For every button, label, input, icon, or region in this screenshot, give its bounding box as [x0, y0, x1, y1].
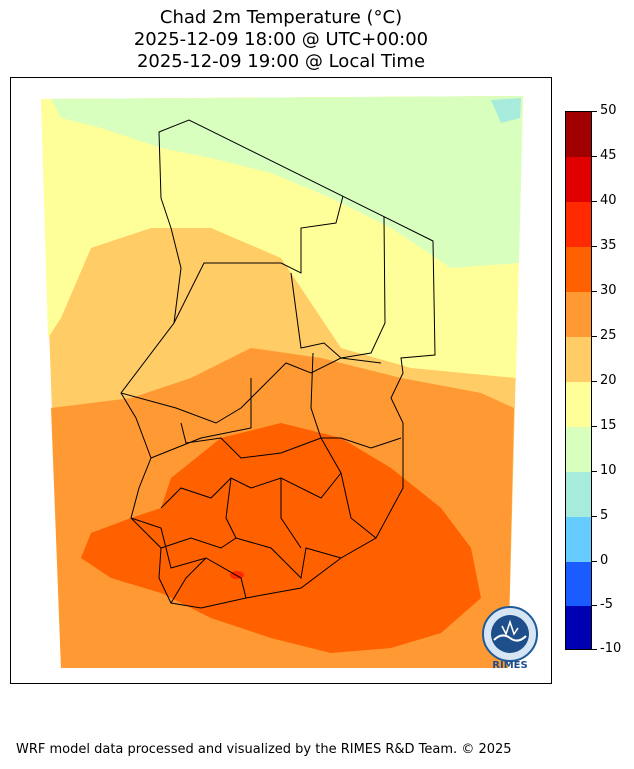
colorbar-label: 5 — [600, 508, 609, 523]
colorbar-segment-20-25 — [566, 337, 591, 382]
footer-credit: WRF model data processed and visualized … — [16, 742, 512, 757]
title-line-local-time: 2025-12-09 19:00 @ Local Time — [136, 51, 426, 72]
colorbar-label: 45 — [600, 148, 617, 163]
region-border-southwest — [130, 517, 247, 604]
colorbar-tick — [592, 246, 597, 247]
colorbar-tick — [592, 561, 597, 562]
colorbar-label: 20 — [600, 373, 617, 388]
temp-band-35-40 — [230, 571, 244, 579]
colorbar-tick — [592, 471, 597, 472]
colorbar-tick — [592, 426, 597, 427]
region-border-middle — [160, 422, 342, 509]
region-border-central — [120, 357, 382, 424]
colorbar-tick — [592, 381, 597, 382]
colorbar-segment-10-15 — [566, 427, 591, 472]
region-border-south-1 — [160, 537, 342, 580]
colorbar-label: 25 — [600, 328, 617, 343]
temp-band-30-35 — [81, 423, 481, 653]
colorbar-segment-5-10 — [566, 472, 591, 517]
colorbar-label: 40 — [600, 193, 617, 208]
colorbar-tick — [592, 291, 597, 292]
colorbar-segment-0-5 — [566, 517, 591, 562]
colorbar-tick — [592, 156, 597, 157]
region-border-north — [173, 195, 344, 324]
rimes-logo-text: RIMES — [492, 660, 527, 671]
colorbar-segment-35-40 — [566, 202, 591, 247]
colorbar-label: 10 — [600, 463, 617, 478]
temp-band-10-15 — [51, 96, 523, 268]
colorbar-segment-15-20 — [566, 382, 591, 427]
colorbar-tick — [592, 516, 597, 517]
temperature-map — [41, 96, 523, 668]
temp-band-5-10 — [491, 98, 521, 123]
colorbar-tick — [592, 336, 597, 337]
colorbar — [565, 111, 592, 650]
colorbar-segment-40-45 — [566, 157, 591, 202]
colorbar-segment-30-35 — [566, 247, 591, 292]
title-line-variable: Chad 2m Temperature (°C) — [159, 7, 403, 28]
region-border-west — [150, 378, 252, 459]
colorbar-label: -10 — [600, 641, 622, 656]
colorbar-label: 30 — [600, 283, 617, 298]
colorbar-segment-neg10-neg5 — [566, 606, 591, 649]
colorbar-segment-45-50 — [566, 112, 591, 157]
colorbar-label: 50 — [600, 103, 617, 118]
region-border-center-east — [310, 352, 402, 449]
map-panel — [10, 77, 552, 684]
chad-outline — [120, 119, 436, 609]
title-line-utc-time: 2025-12-09 18:00 @ UTC+00:00 — [133, 29, 429, 50]
colorbar-label: -5 — [600, 597, 613, 612]
colorbar-label: 0 — [600, 553, 609, 568]
map-title: Chad 2m Temperature (°C) 2025-12-09 18:0… — [0, 7, 562, 73]
colorbar-segment-neg5-0 — [566, 562, 591, 606]
colorbar-tick — [592, 111, 597, 112]
rimes-logo: RIMES — [478, 604, 542, 672]
colorbar-segment-25-30 — [566, 292, 591, 337]
country-boundaries — [120, 119, 436, 609]
colorbar-tick — [592, 649, 597, 650]
colorbar-label: 35 — [600, 238, 617, 253]
colorbar-tick — [592, 201, 597, 202]
colorbar-tick — [592, 605, 597, 606]
colorbar-label: 15 — [600, 418, 617, 433]
region-border-south-2 — [225, 472, 377, 549]
